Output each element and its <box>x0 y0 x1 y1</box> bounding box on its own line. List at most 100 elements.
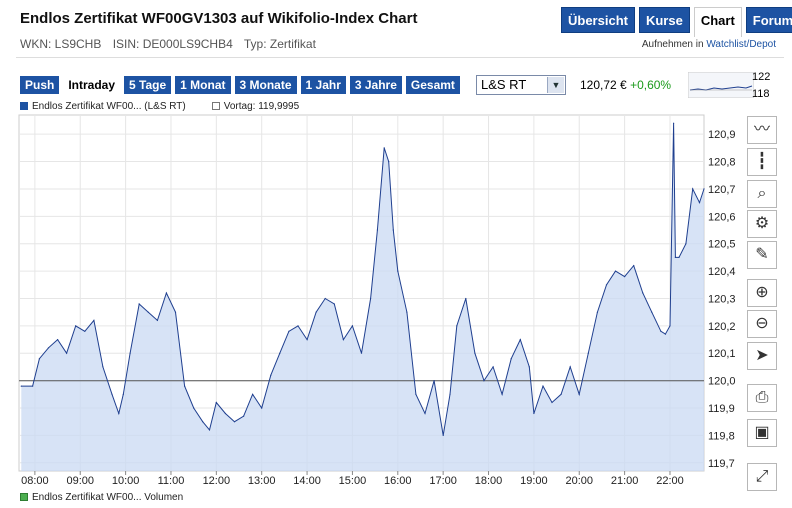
data-point <box>587 352 589 354</box>
data-point <box>424 412 426 415</box>
y-tick-label: 120,6 <box>708 211 736 223</box>
mini-high-label: 122 <box>752 71 771 83</box>
data-point <box>138 303 140 305</box>
watchlist-prefix: Aufnehmen in <box>641 39 704 50</box>
data-point <box>243 415 245 417</box>
page-tabs: Übersicht Kurse Chart Forum <box>561 7 792 37</box>
x-tick-label: 09:00 <box>66 475 94 487</box>
data-point <box>698 202 701 204</box>
range-1-monat-button[interactable]: 1 Monat <box>175 76 231 94</box>
y-tick-label: 120,1 <box>708 348 736 360</box>
data-point <box>156 319 158 321</box>
data-point <box>66 352 68 354</box>
data-point <box>93 319 95 321</box>
data-point <box>651 311 653 313</box>
x-tick-label: 10:00 <box>112 475 140 487</box>
price-change: +0,60% <box>630 78 672 92</box>
data-point <box>147 311 149 313</box>
range-gesamt-button[interactable]: Gesamt <box>405 76 460 94</box>
y-tick-label: 120,0 <box>708 376 736 388</box>
data-point <box>297 325 299 327</box>
data-point <box>633 265 635 267</box>
data-point <box>306 339 308 341</box>
range-push-button[interactable]: Push <box>20 76 60 94</box>
data-point <box>84 330 86 332</box>
y-tick-label: 120,7 <box>708 184 736 196</box>
tab-uebersicht[interactable]: Übersicht <box>561 7 635 33</box>
isin-label: ISIN: DE000LS9CHB4 <box>112 37 233 51</box>
data-point <box>129 352 131 354</box>
tab-kurse[interactable]: Kurse <box>638 7 690 33</box>
data-point <box>342 339 344 341</box>
y-tick-label: 120,2 <box>708 321 736 333</box>
exchange-select[interactable]: L&S RT ▼ <box>476 75 566 95</box>
zoom-out-icon[interactable]: ⊖ <box>747 310 777 338</box>
data-point <box>560 393 562 395</box>
data-point <box>605 284 608 286</box>
y-tick-label: 119,9 <box>708 403 735 415</box>
data-point <box>57 339 59 341</box>
data-point <box>38 358 41 360</box>
data-point <box>678 256 680 258</box>
magnifier-icon[interactable]: ⌕ <box>747 180 777 208</box>
y-tick-label: 119,8 <box>708 430 735 442</box>
data-point <box>383 147 385 149</box>
range-3-monate-button[interactable]: 3 Monate <box>234 76 297 94</box>
volume-legend: Endlos Zertifikat WF00... Volumen <box>20 492 183 503</box>
data-point <box>20 385 22 387</box>
exchange-value: L&S RT <box>481 77 527 92</box>
page-title: Endlos Zertifikat WF00GV1303 auf Wikifol… <box>20 10 418 27</box>
fullscreen-icon[interactable]: ⤢ <box>747 463 777 491</box>
data-point <box>519 339 521 341</box>
y-tick-label: 120,8 <box>708 157 736 169</box>
data-point <box>442 434 444 436</box>
data-point <box>333 303 335 305</box>
data-point <box>528 366 530 368</box>
save-icon[interactable]: ▣ <box>747 419 777 447</box>
data-point <box>360 352 363 354</box>
data-point <box>111 393 113 395</box>
line-chart-icon[interactable]: 〰 <box>747 116 777 144</box>
range-3-jahre-button[interactable]: 3 Jahre <box>349 76 402 94</box>
data-point <box>703 188 705 190</box>
data-point <box>542 385 544 387</box>
data-point <box>122 393 124 395</box>
mini-sparkline[interactable] <box>688 72 754 98</box>
legend-previous-label: Vortag: 119,9995 <box>223 101 300 112</box>
data-point <box>224 412 226 415</box>
x-tick-label: 08:00 <box>21 475 49 487</box>
instrument-meta: WKN: LS9CHB ISIN: DE000LS9CHB4 Typ: Zert… <box>20 37 324 51</box>
print-icon[interactable]: ⎙ <box>747 384 777 412</box>
x-tick-label: 17:00 <box>429 475 457 487</box>
zoom-in-icon[interactable]: ⊕ <box>747 279 777 307</box>
chevron-down-icon[interactable]: ▼ <box>547 77 564 93</box>
data-point <box>202 421 204 423</box>
data-point <box>397 270 399 272</box>
data-point <box>406 311 408 313</box>
data-point <box>692 188 694 190</box>
chart-legend: Endlos Zertifikat WF00... (L&S RT) Vorta… <box>20 101 299 112</box>
range-intraday-button[interactable]: Intraday <box>63 76 121 94</box>
data-point <box>270 374 272 376</box>
pencil-icon[interactable]: ✎ <box>747 241 777 269</box>
tab-chart[interactable]: Chart <box>693 7 742 37</box>
tab-forum[interactable]: Forum <box>745 7 792 33</box>
data-point <box>174 311 177 313</box>
data-point <box>261 407 263 409</box>
settings-icon[interactable]: ⚙ <box>747 210 777 238</box>
data-point <box>392 229 394 231</box>
ohlc-chart-icon[interactable]: ┇ <box>747 148 777 176</box>
price-display: 120,72 € +0,60% <box>580 78 671 92</box>
data-point <box>388 161 390 163</box>
data-point <box>664 333 667 335</box>
data-point <box>415 393 417 395</box>
data-point <box>376 229 378 231</box>
cursor-icon[interactable]: ➤ <box>747 342 777 370</box>
data-point <box>47 347 50 349</box>
watchlist-link[interactable]: Watchlist/Depot <box>706 39 776 50</box>
range-1-jahr-button[interactable]: 1 Jahr <box>300 76 346 94</box>
data-point <box>31 385 34 387</box>
data-point <box>449 393 451 395</box>
range-5-tage-button[interactable]: 5 Tage <box>124 76 172 94</box>
